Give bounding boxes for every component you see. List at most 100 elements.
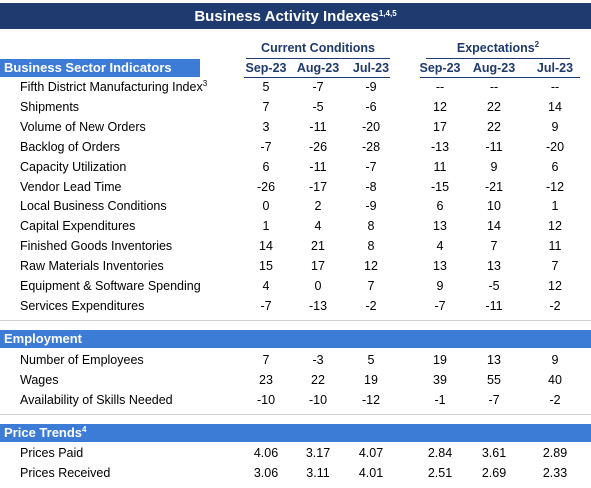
cell-value: 0 — [206, 200, 326, 213]
cell-value: -11 — [434, 140, 554, 154]
row-label: Vendor Lead Time — [20, 180, 121, 194]
row-label-text: Local Business Conditions — [20, 199, 167, 214]
section-title-text: Business Sector Indicators — [4, 60, 172, 75]
cell-value: 17 — [258, 260, 378, 273]
cell-text: -10 — [256, 392, 276, 407]
cell-value: -7 — [206, 140, 326, 154]
section-title: Business Sector Indicators — [4, 61, 172, 74]
cell-text: -17 — [308, 179, 328, 194]
cell-value: -26 — [258, 139, 378, 154]
cell-text: 9 — [551, 353, 559, 367]
cell-value: 2.33 — [495, 467, 591, 480]
cell-value: 2.84 — [380, 447, 500, 460]
cell-value: 7 — [311, 280, 431, 293]
cell-text: 11 — [433, 159, 447, 174]
cell-text: 3 — [262, 119, 270, 134]
row-label: Local Business Conditions — [20, 200, 167, 213]
cell-text: 6 — [551, 159, 559, 174]
cell-value: -7 — [258, 81, 378, 94]
cell-value: -10 — [258, 394, 378, 407]
cell-text: 11 — [548, 239, 562, 254]
cell-text: 13 — [487, 353, 501, 367]
cell-value: 55 — [434, 374, 554, 387]
cell-value: 5 — [206, 81, 326, 94]
cell-value: 9 — [380, 280, 500, 293]
cell-text: 19 — [364, 372, 378, 387]
cell-text: -3 — [312, 353, 324, 367]
cell-value: 4 — [258, 220, 378, 233]
cell-value: 2.89 — [495, 447, 591, 460]
cell-text: -7 — [365, 159, 377, 174]
cell-value: 2.51 — [380, 467, 500, 480]
cell-text: -11 — [309, 119, 327, 134]
cell-text: 6 — [436, 199, 444, 214]
cell-value: 8 — [311, 220, 431, 233]
cell-value: -2 — [495, 394, 591, 407]
cell-text: -7 — [260, 298, 272, 313]
cell-text: 10 — [487, 199, 501, 214]
cell-text: -20 — [361, 119, 381, 134]
cell-text: 4.06 — [253, 446, 279, 460]
column-label: Sep-23 — [419, 61, 461, 75]
cell-text: -11 — [309, 159, 327, 174]
cell-text: 9 — [436, 279, 444, 293]
column-header: Aug-23 — [258, 62, 378, 75]
column-header: Jul-23 — [495, 62, 591, 75]
row-label-text: Finished Goods Inventories — [20, 239, 173, 254]
row-label: Finished Goods Inventories — [20, 240, 172, 253]
cell-text: 40 — [548, 372, 562, 387]
row-label: Fifth District Manufacturing Index3 — [20, 79, 208, 94]
cell-text: 1 — [262, 219, 270, 234]
cell-text: 13 — [433, 259, 447, 274]
cell-text: 4 — [262, 279, 270, 293]
cell-value: -7 — [206, 300, 326, 313]
cell-value: -9 — [311, 81, 431, 94]
group-label: Current Conditions — [261, 41, 375, 55]
cell-text: -26 — [308, 139, 328, 154]
cell-value: 14 — [206, 240, 326, 253]
column-header: Jul-23 — [311, 62, 431, 75]
cell-value: -15 — [380, 180, 500, 194]
cell-value: 12 — [495, 220, 591, 233]
cell-value: 19 — [380, 354, 500, 367]
cell-value: -13 — [380, 140, 500, 154]
cell-value: 9 — [495, 354, 591, 367]
row-label: Shipments — [20, 101, 79, 114]
row-note: 3 — [202, 79, 208, 88]
cell-value: 4.01 — [311, 467, 431, 480]
row-label-text: Number of Employees — [20, 353, 144, 367]
cell-value: 22 — [434, 121, 554, 134]
cell-value: 3.06 — [206, 467, 326, 480]
cell-text: -- — [435, 80, 445, 94]
cell-text: 2.51 — [427, 465, 453, 480]
title-bar — [0, 3, 591, 29]
cell-value: 3.61 — [434, 447, 554, 460]
row-label-text: Capital Expenditures — [20, 219, 136, 234]
cell-text: -9 — [365, 80, 377, 94]
cell-text: -13 — [308, 298, 328, 313]
cell-value: -12 — [311, 394, 431, 407]
cell-text: 17 — [433, 119, 447, 134]
cell-value: -7 — [434, 394, 554, 407]
cell-value: 22 — [258, 374, 378, 387]
cell-value: 13 — [380, 260, 500, 273]
row-label-text: Prices Paid — [20, 446, 84, 460]
cell-text: 3.06 — [253, 465, 279, 480]
cell-text: 0 — [262, 199, 270, 214]
cell-value: 5 — [311, 354, 431, 367]
row-label-text: Prices Received — [20, 465, 111, 480]
cell-value: 9 — [495, 121, 591, 134]
cell-text: 5 — [367, 353, 375, 367]
cell-value: 3.17 — [258, 447, 378, 460]
cell-text: -2 — [549, 298, 561, 313]
row-label: Capital Expenditures — [20, 220, 135, 233]
cell-text: 22 — [487, 119, 501, 134]
cell-text: -21 — [484, 179, 504, 194]
group-header: Expectations2 — [438, 41, 558, 55]
row-label-text: Raw Materials Inventories — [20, 259, 164, 274]
section-title: Price Trends4 — [4, 426, 87, 440]
cell-text: -28 — [361, 139, 381, 154]
row-label-text: Capacity Utilization — [20, 159, 127, 174]
cell-text: 6 — [262, 159, 270, 174]
cell-value: -8 — [311, 180, 431, 194]
